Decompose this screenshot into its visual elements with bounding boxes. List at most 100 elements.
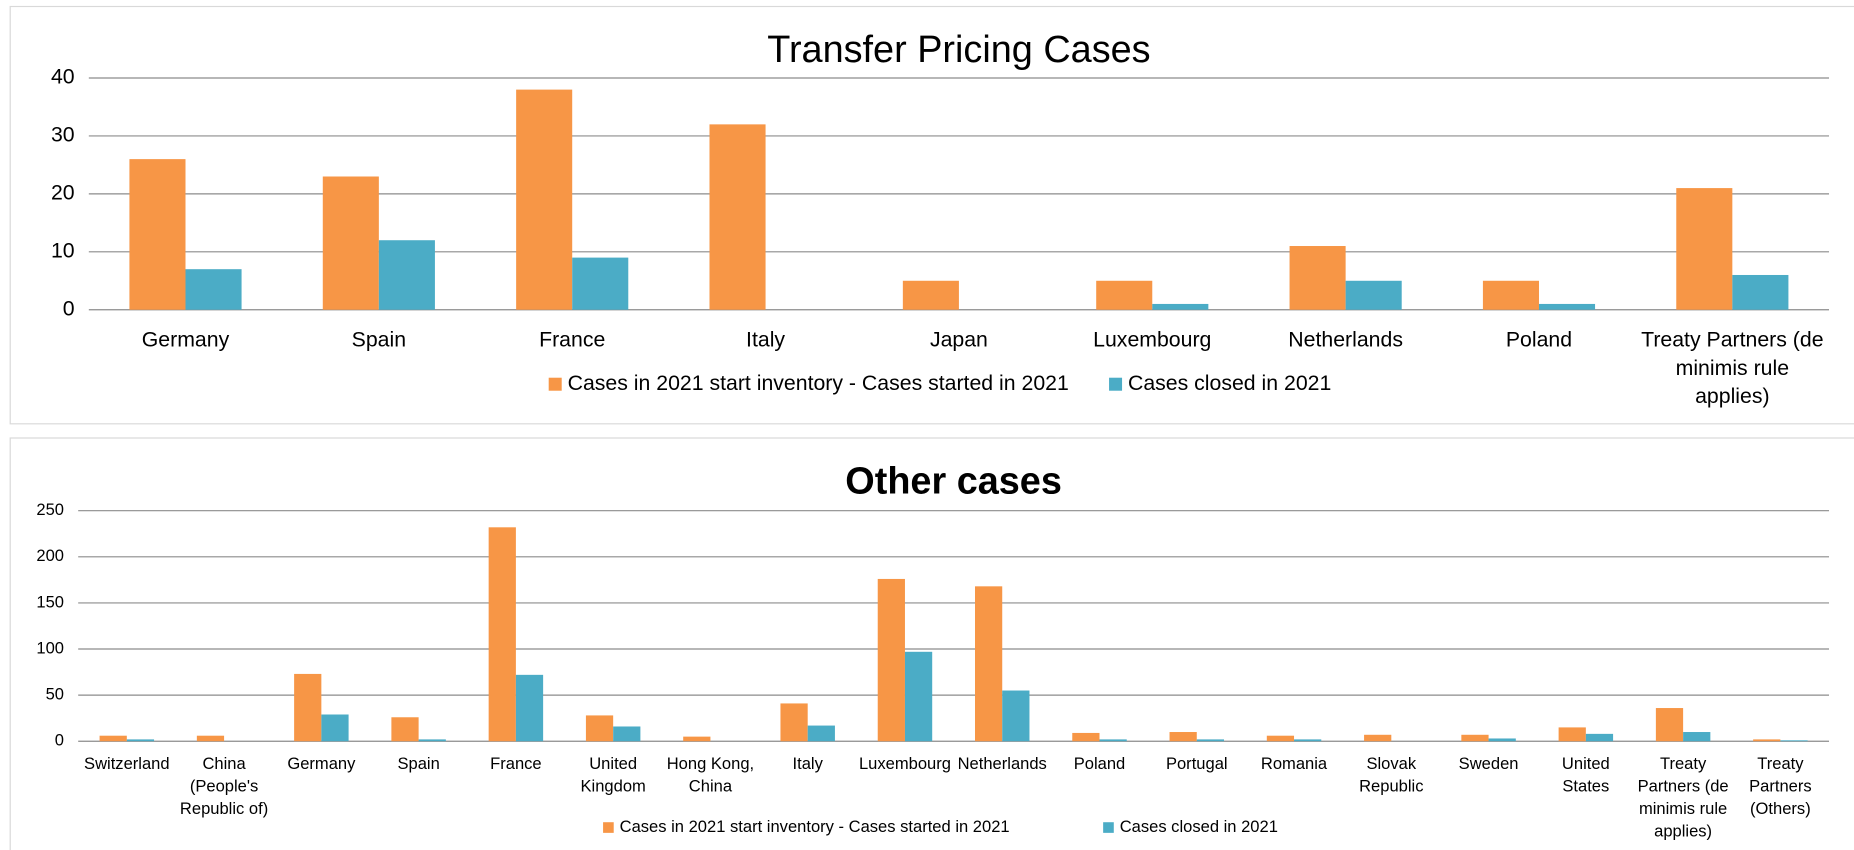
y-tick-label: 20	[51, 181, 75, 205]
bar	[129, 159, 186, 310]
bar	[488, 527, 516, 742]
bar	[1152, 303, 1209, 310]
bar	[1096, 280, 1153, 310]
bar	[418, 739, 446, 742]
x-tick-label: Treaty Partners (de minimis rule applies)	[1641, 327, 1823, 408]
bar	[322, 176, 379, 310]
x-tick-label: Italy	[793, 754, 824, 773]
x-tick-label: Poland	[1074, 754, 1126, 773]
legend-swatch	[1103, 822, 1114, 833]
bar	[585, 715, 614, 742]
x-tick-label: France	[490, 754, 541, 773]
bar	[99, 735, 127, 742]
y-tick-label: 30	[51, 123, 75, 147]
bar	[1482, 280, 1539, 310]
legend-label: Cases in 2021 start inventory - Cases st…	[568, 371, 1069, 395]
bar	[1364, 734, 1392, 742]
x-tick-label: Italy	[746, 327, 785, 351]
x-tick-label: Spain	[397, 754, 439, 773]
x-tick-label: Treaty Partners (de minimis rule applies)	[1638, 754, 1729, 840]
bar	[1753, 739, 1781, 742]
x-tick-label: Sweden	[1459, 754, 1519, 773]
bar	[294, 673, 322, 742]
legend-swatch	[548, 377, 562, 391]
x-tick-label: United States	[1562, 754, 1610, 795]
bar	[902, 280, 959, 310]
bar	[683, 736, 711, 742]
x-tick-label: China (People's Republic of)	[180, 754, 268, 818]
legend-swatch	[1109, 377, 1123, 391]
bar	[1072, 732, 1100, 742]
x-tick-label: Poland	[1506, 327, 1572, 351]
bar	[1585, 733, 1614, 742]
bar	[613, 726, 641, 742]
y-tick-label: 200	[36, 546, 64, 565]
bar	[1196, 739, 1225, 742]
bar	[196, 735, 225, 742]
y-tick-label: 10	[51, 238, 75, 262]
bar	[572, 257, 629, 310]
bar	[1289, 246, 1346, 310]
bar	[1169, 732, 1197, 742]
bar	[877, 578, 905, 742]
bar	[807, 725, 835, 742]
bar	[1345, 280, 1402, 310]
legend-label: Cases closed in 2021	[1120, 817, 1278, 836]
y-tick-label: 50	[46, 685, 64, 704]
bar	[1294, 739, 1322, 742]
bar	[516, 89, 573, 310]
bar	[378, 240, 435, 310]
chart-title: Transfer Pricing Cases	[767, 29, 1150, 71]
legend-label: Cases in 2021 start inventory - Cases st…	[620, 817, 1010, 836]
bar	[1002, 690, 1030, 742]
bar	[904, 651, 933, 742]
x-tick-label: Romania	[1261, 754, 1328, 773]
bar	[1538, 303, 1596, 310]
bar	[780, 703, 808, 742]
x-tick-label: Netherlands	[958, 754, 1047, 773]
bar	[1461, 734, 1489, 742]
bar	[1732, 274, 1789, 310]
x-tick-label: Luxembourg	[1093, 327, 1211, 351]
bar	[1683, 732, 1711, 742]
panel	[9, 5, 1854, 425]
x-tick-label: France	[539, 327, 605, 351]
y-tick-label: 0	[55, 731, 64, 750]
bar	[974, 586, 1003, 742]
x-tick-label: Germany	[142, 327, 230, 351]
x-tick-label: United Kingdom	[581, 754, 646, 795]
legend-swatch	[603, 822, 614, 833]
bar	[1266, 735, 1295, 742]
bar	[709, 124, 766, 310]
bar	[1655, 708, 1684, 742]
bar	[1488, 738, 1516, 742]
x-tick-label: Spain	[352, 327, 406, 351]
x-tick-label: Hong Kong, China	[667, 754, 754, 795]
y-tick-label: 250	[36, 500, 64, 519]
bar	[1558, 727, 1586, 742]
chart-title: Other cases	[845, 461, 1062, 503]
x-tick-label: Slovak Republic	[1359, 754, 1423, 795]
bar	[1676, 188, 1733, 310]
bar	[321, 714, 349, 742]
bar	[1099, 739, 1127, 742]
x-tick-label: Germany	[287, 754, 356, 773]
bar	[1780, 740, 1808, 742]
y-tick-label: 40	[51, 65, 75, 89]
x-tick-label: Treaty Partners (Others)	[1749, 754, 1812, 818]
bar	[126, 739, 155, 742]
bar	[185, 269, 242, 310]
bar	[515, 674, 544, 742]
panel	[9, 437, 1854, 850]
legend-label: Cases closed in 2021	[1128, 371, 1331, 395]
x-tick-label: Netherlands	[1288, 327, 1403, 351]
x-tick-label: Switzerland	[84, 754, 170, 773]
x-tick-label: Luxembourg	[859, 754, 951, 773]
y-tick-label: 0	[63, 296, 75, 320]
y-tick-label: 100	[36, 638, 64, 657]
y-tick-label: 150	[36, 592, 64, 611]
bar	[391, 717, 419, 742]
x-tick-label: Portugal	[1166, 754, 1228, 773]
x-tick-label: Japan	[930, 327, 988, 351]
